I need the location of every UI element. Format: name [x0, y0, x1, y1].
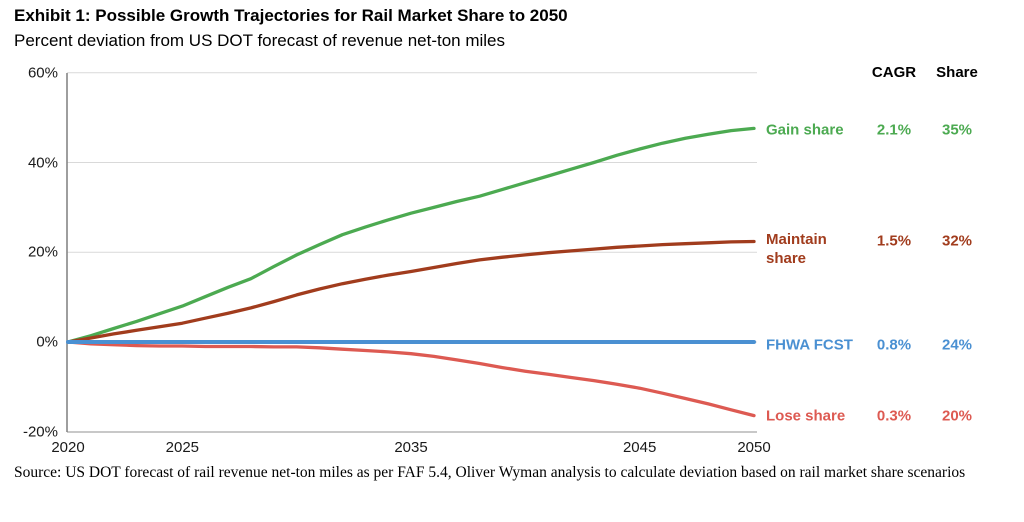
legend-share-fhwa-fcst: 24% [941, 336, 973, 354]
x-tick-label-2020: 2020 [51, 439, 85, 456]
y-tick-label-40: 40% [27, 154, 58, 171]
y-tick-label-0: 0% [36, 333, 58, 351]
source-note: Source: US DOT forecast of rail revenue … [14, 464, 966, 481]
legend-label-maintain-share: Maintain share [766, 231, 827, 267]
y-tick-label-60: 60% [27, 64, 58, 82]
legend-header-cagr: CAGR [871, 64, 917, 81]
x-tick-label-2035: 2035 [394, 439, 428, 456]
legend-label-fhwa-fcst: FHWA FCST [766, 336, 853, 354]
legend-label-lose-share: Lose share [766, 407, 846, 425]
legend-label-gain-share: Gain share [766, 121, 844, 139]
chart-subtitle: Percent deviation from US DOT forecast o… [14, 31, 506, 50]
legend-share-lose-share: 20% [941, 407, 973, 425]
series-line-maintain-share [66, 239, 756, 344]
legend-cagr-fhwa-fcst: 0.8% [876, 336, 912, 354]
x-tick-label-2025: 2025 [165, 439, 200, 456]
y-tick-label-20: 20% [27, 243, 58, 261]
y-tick-label--20: -20% [22, 423, 58, 441]
legend-header-share: Share [936, 64, 978, 81]
series-line-lose-share [66, 340, 756, 418]
legend-cagr-gain-share: 2.1% [876, 121, 912, 139]
series-line-gain-share [66, 126, 756, 344]
chart-title: Exhibit 1: Possible Growth Trajectories … [14, 6, 568, 25]
x-tick-label-2045: 2045 [622, 439, 657, 456]
legend-cagr-maintain-share: 1.5% [876, 232, 912, 250]
legend-cagr-lose-share: 0.3% [876, 407, 912, 425]
legend-share-maintain-share: 32% [941, 232, 973, 250]
legend-share-gain-share: 35% [941, 121, 973, 139]
x-tick-label-2050: 2050 [737, 439, 771, 456]
